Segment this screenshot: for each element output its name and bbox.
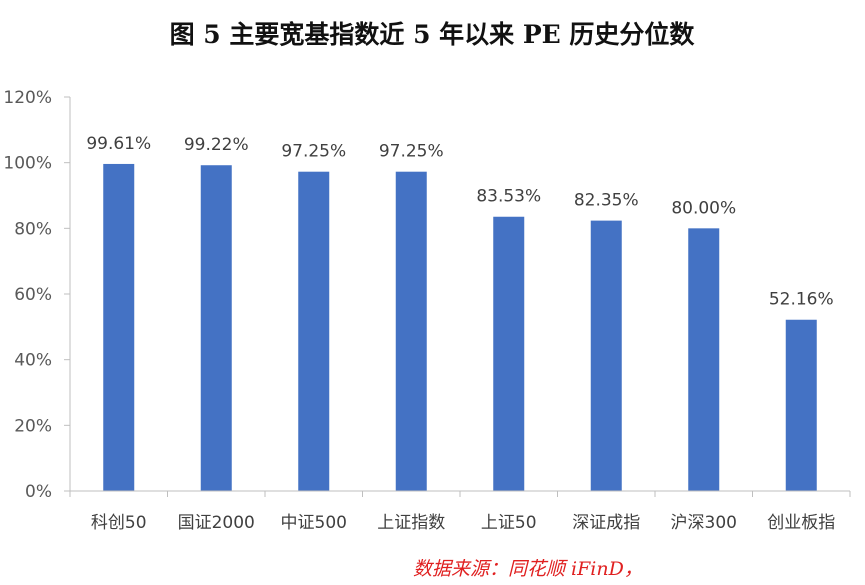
y-axis: 0% 20% 40% 60% 80% 100% 120% xyxy=(3,88,71,502)
bar xyxy=(493,216,525,491)
x-tick-label: 上证50 xyxy=(481,513,537,533)
source-note: 数据来源：同花顺 iFinD， xyxy=(413,558,643,580)
bar xyxy=(103,163,135,491)
bar xyxy=(298,171,330,491)
data-label: 99.61% xyxy=(86,134,151,154)
bar xyxy=(590,220,622,491)
data-labels: 99.61% 99.22% 97.25% 97.25% 83.53% 82.35% 80.0… xyxy=(86,134,833,310)
data-label: 83.53% xyxy=(476,187,541,207)
bars xyxy=(103,163,817,492)
data-label: 97.25% xyxy=(379,142,444,162)
bar xyxy=(395,171,427,491)
data-label: 82.35% xyxy=(574,191,639,211)
y-tick-label: 60% xyxy=(14,285,52,305)
x-tick-label: 创业板指 xyxy=(767,513,835,533)
x-tick-label: 科创50 xyxy=(91,513,147,533)
bar xyxy=(200,165,232,491)
chart-title: 图 5 主要宽基指数近 5 年以来 PE 历史分位数 xyxy=(170,20,696,49)
x-tick-label: 深证成指 xyxy=(572,513,640,533)
x-tick-label: 中证500 xyxy=(281,513,347,533)
y-tick-label: 120% xyxy=(3,88,52,108)
bar xyxy=(785,319,817,491)
y-tick-label: 80% xyxy=(14,219,52,239)
data-label: 97.25% xyxy=(281,142,346,162)
y-tick-label: 20% xyxy=(14,416,52,436)
x-axis: 科创50 国证2000 中证500 上证指数 上证50 深证成指 沪深300 创业板指 xyxy=(69,490,851,533)
y-tick-label: 0% xyxy=(25,482,52,502)
y-tick-label: 100% xyxy=(3,154,52,174)
data-label: 80.00% xyxy=(671,198,736,218)
data-label: 52.16% xyxy=(769,290,834,310)
y-tick-label: 40% xyxy=(14,351,52,371)
bar xyxy=(688,228,720,492)
data-label: 99.22% xyxy=(184,135,249,155)
x-tick-label: 上证指数 xyxy=(377,513,445,533)
x-tick-label: 沪深300 xyxy=(671,513,737,533)
x-tick-label: 国证2000 xyxy=(178,513,255,533)
